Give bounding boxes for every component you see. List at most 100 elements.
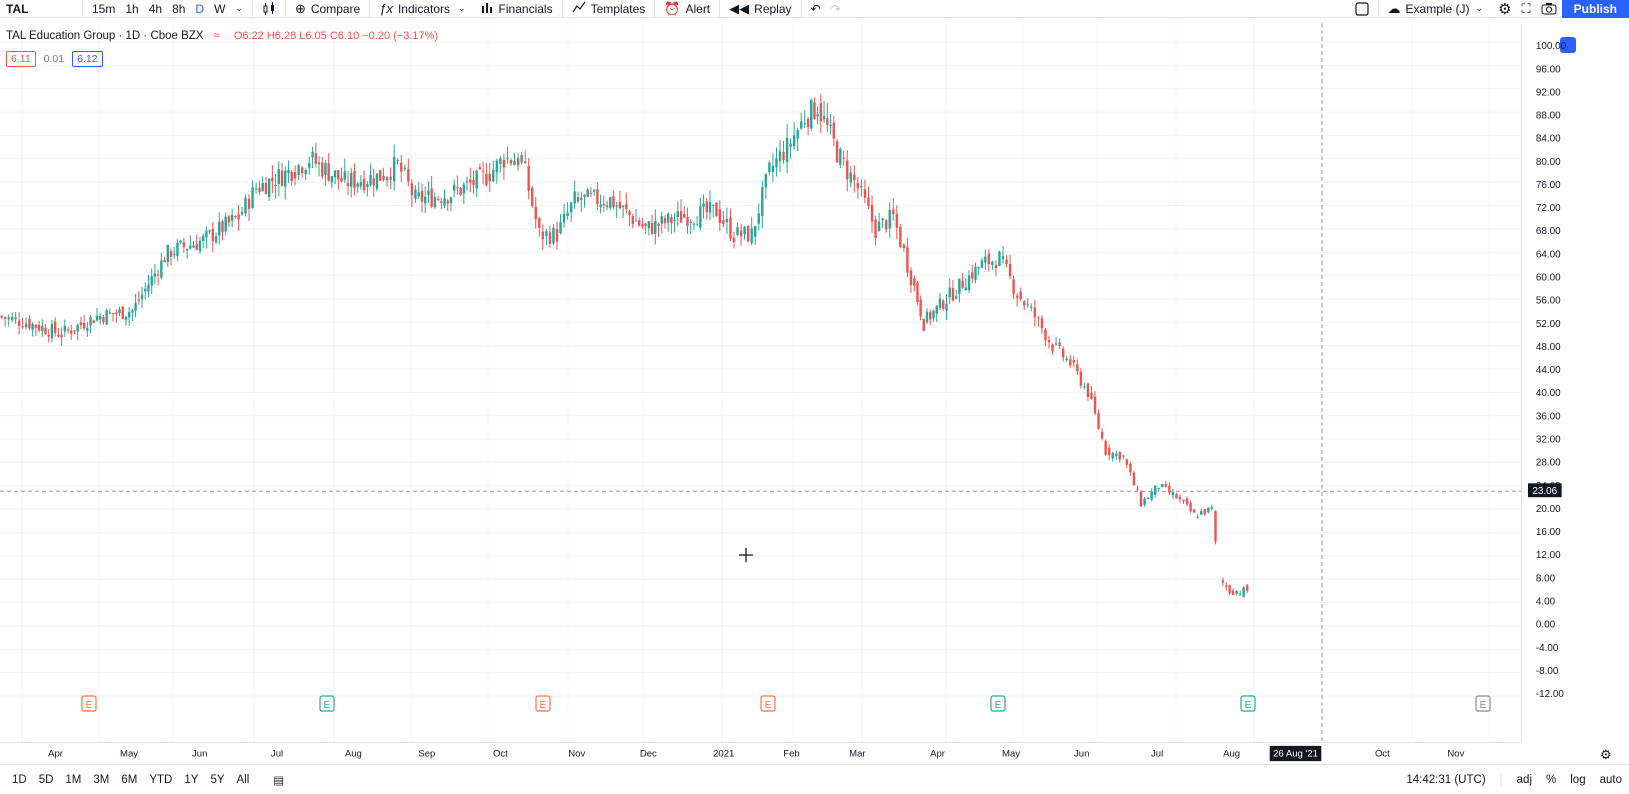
- time-axis[interactable]: Apr May Jun Jul Aug Sep Oct Nov Dec 2021 Feb Mar Apr…: [0, 742, 1521, 764]
- candle-body: [277, 169, 281, 184]
- date-range-icon[interactable]: ▤: [273, 774, 285, 787]
- interval-4h[interactable]: 4h: [148, 1, 163, 16]
- candle-body: [984, 256, 987, 263]
- time-tick-label: Jul: [1151, 748, 1163, 759]
- candle-body: [870, 204, 874, 222]
- gear-icon[interactable]: ⚙: [1600, 747, 1612, 762]
- range-1d[interactable]: 1D: [12, 773, 27, 786]
- earnings-marker[interactable]: E: [81, 695, 97, 712]
- candle: [314, 142, 318, 168]
- candle: [324, 160, 327, 186]
- candle: [732, 231, 736, 249]
- earnings-marker[interactable]: E: [1475, 695, 1491, 712]
- candle: [984, 249, 987, 271]
- candle: [21, 317, 24, 330]
- candle-body: [1125, 459, 1129, 465]
- log-toggle[interactable]: log: [1570, 773, 1586, 786]
- candle: [523, 150, 527, 164]
- candle-body: [583, 194, 586, 197]
- candle: [853, 165, 856, 193]
- candle-body: [50, 323, 54, 338]
- interval-d[interactable]: D: [195, 1, 205, 16]
- fullscreen-icon[interactable]: ⛶: [1521, 0, 1531, 16]
- compare-button[interactable]: ⊕ Compare: [290, 0, 365, 18]
- interval-w[interactable]: W: [214, 1, 226, 16]
- percent-toggle[interactable]: %: [1546, 773, 1557, 786]
- candle: [971, 264, 974, 284]
- financials-button[interactable]: Financials: [476, 0, 558, 18]
- redo-icon[interactable]: ↷: [830, 1, 841, 16]
- candle: [906, 238, 909, 278]
- replay-button[interactable]: ◀◀ Replay: [724, 0, 796, 18]
- range-6m[interactable]: 6M: [121, 773, 138, 786]
- earnings-marker[interactable]: E: [990, 695, 1006, 712]
- candle: [1005, 255, 1008, 268]
- range-1y[interactable]: 1Y: [184, 773, 199, 786]
- range-5y[interactable]: 5Y: [210, 773, 225, 786]
- candle: [1072, 356, 1075, 368]
- price-tick-label: 12.00: [1536, 550, 1561, 561]
- candle: [433, 192, 437, 210]
- earnings-marker[interactable]: E: [319, 695, 335, 712]
- ask-price[interactable]: 6.12: [72, 51, 103, 67]
- earnings-marker[interactable]: E: [1240, 695, 1256, 712]
- candle: [573, 180, 576, 209]
- earnings-marker[interactable]: E: [535, 695, 551, 712]
- candle: [66, 326, 70, 334]
- candle-body: [913, 278, 916, 286]
- interval-dropdown-icon[interactable]: ⌄: [235, 3, 243, 13]
- candle: [499, 155, 502, 173]
- chart-settings-icon[interactable]: [1560, 37, 1576, 53]
- candle-body: [465, 181, 469, 183]
- range-5d[interactable]: 5D: [38, 773, 54, 786]
- clock-time[interactable]: 14:42:31 (UTC): [1406, 773, 1486, 786]
- candle: [870, 195, 874, 233]
- candle-body: [396, 160, 399, 162]
- candle-body: [469, 179, 472, 183]
- candle-body: [1182, 499, 1185, 502]
- interval-1h[interactable]: 1h: [125, 1, 139, 16]
- candle-body: [506, 157, 509, 159]
- candle-body: [980, 260, 984, 268]
- candle: [1221, 577, 1225, 587]
- candle-body: [108, 312, 112, 314]
- price-tick-label: 56.00: [1536, 296, 1561, 307]
- templates-button[interactable]: Templates: [567, 0, 651, 18]
- alert-button[interactable]: ⏰ Alert: [659, 0, 715, 18]
- candle: [24, 317, 28, 330]
- auto-toggle[interactable]: auto: [1599, 773, 1622, 786]
- divider: [251, 0, 253, 18]
- candle: [502, 153, 506, 180]
- symbol-search[interactable]: TAL: [6, 1, 29, 16]
- price-tick-label: -8.00: [1536, 666, 1559, 677]
- range-all[interactable]: All: [236, 773, 250, 786]
- candle: [826, 103, 829, 132]
- interval-8h[interactable]: 8h: [172, 1, 186, 16]
- layout-menu-button[interactable]: ☁ Example (J) ⌄: [1383, 0, 1494, 18]
- camera-icon[interactable]: [1536, 0, 1562, 18]
- candle: [195, 234, 198, 250]
- range-ytd[interactable]: YTD: [149, 773, 173, 786]
- candle-body: [954, 296, 958, 299]
- range-1m[interactable]: 1M: [65, 773, 82, 786]
- templates-icon: [572, 1, 586, 16]
- undo-icon[interactable]: ↶: [810, 1, 821, 16]
- candle: [362, 170, 366, 194]
- range-3m[interactable]: 3M: [93, 773, 110, 786]
- legend-title[interactable]: TAL Education Group · 1D · Cboe BZX: [6, 30, 204, 42]
- indicators-button[interactable]: ƒx Indicators ⌄: [374, 0, 475, 18]
- chart-type-candles-icon[interactable]: [257, 0, 281, 18]
- candle: [538, 216, 541, 237]
- publish-button[interactable]: Publish: [1561, 0, 1629, 18]
- interval-15m[interactable]: 15m: [92, 1, 116, 16]
- gear-icon[interactable]: ⚙: [1498, 0, 1512, 18]
- earnings-marker[interactable]: E: [760, 695, 776, 712]
- bid-price[interactable]: 6.11: [6, 51, 36, 67]
- adjust-toggle[interactable]: adj: [1516, 773, 1533, 786]
- candle-body: [666, 213, 670, 223]
- candle-body: [147, 285, 150, 292]
- candle-body: [218, 221, 221, 236]
- fullscreen-square-icon[interactable]: [1350, 0, 1374, 18]
- price-axis[interactable]: 100.00 96.00 92.00 88.00 84.00 80.00 76.00 72.0…: [1521, 23, 1629, 742]
